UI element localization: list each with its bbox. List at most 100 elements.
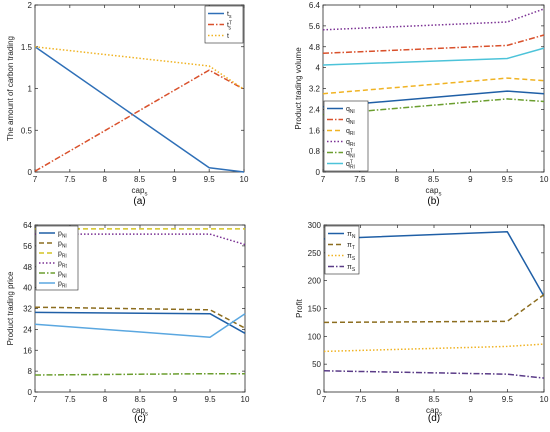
y-tick-label: 2 bbox=[28, 1, 33, 10]
series-line-6 bbox=[322, 47, 545, 66]
panel-label: (b) bbox=[427, 196, 439, 207]
series-line-1 bbox=[322, 90, 545, 108]
x-tick-label: 9 bbox=[468, 395, 473, 404]
chart-panel-c: 7 7.5 8 8.5 9 9.5 10 0 8 16 24 32 40 48 56 64 caps Produc… bbox=[6, 221, 250, 424]
legend-entry-label: pRl bbox=[58, 251, 67, 260]
x-tick-label: 7.5 bbox=[64, 175, 76, 184]
y-tick-label: 1.6 bbox=[309, 126, 321, 135]
x-tick-label: 8 bbox=[394, 175, 399, 184]
series-line-3 bbox=[323, 343, 545, 353]
legend-entry-label: pNl bbox=[58, 241, 67, 250]
x-tick-label: 10 bbox=[540, 175, 549, 184]
y-tick-label: 1.5 bbox=[21, 43, 33, 52]
panel-label: (a) bbox=[133, 196, 145, 207]
y-tick-label: 6.4 bbox=[309, 1, 321, 10]
x-tick-label: 8 bbox=[102, 175, 107, 184]
legend-entry-label: pRl bbox=[58, 281, 67, 290]
legend-entry-label: tT s bbox=[227, 21, 232, 32]
x-axis-label: caps bbox=[132, 186, 148, 197]
y-tick-label: 16 bbox=[23, 346, 32, 355]
series-line-6 bbox=[34, 313, 246, 338]
legend-entry-label: πT bbox=[347, 242, 355, 251]
y-axis-label: Product trading price bbox=[6, 271, 15, 345]
series-line-5 bbox=[322, 98, 545, 116]
y-tick-label: 300 bbox=[308, 221, 322, 230]
legend-box bbox=[35, 225, 79, 291]
panel-label: (c) bbox=[134, 413, 146, 424]
y-tick-label: 0 bbox=[317, 388, 322, 397]
series-line-4 bbox=[322, 8, 545, 31]
x-tick-label: 7.5 bbox=[64, 395, 76, 404]
legend: πN πT πS πS bbox=[324, 225, 360, 275]
x-tick-label: 8 bbox=[103, 395, 108, 404]
y-tick-label: 32 bbox=[23, 305, 32, 314]
x-tick-label: 7 bbox=[33, 395, 38, 404]
y-tick-label: 0 bbox=[316, 168, 321, 177]
legend-entry-label: qT Nl bbox=[346, 149, 355, 160]
y-tick-label: 0.5 bbox=[21, 126, 33, 135]
y-tick-label: 200 bbox=[308, 277, 322, 286]
legend-entry-label: ts bbox=[227, 11, 232, 20]
x-tick-label: 9 bbox=[172, 175, 177, 184]
x-tick-label: 9.5 bbox=[502, 175, 514, 184]
legend-entry-label: πN bbox=[347, 231, 356, 240]
x-tick-label: 7 bbox=[322, 395, 327, 404]
series-line-3 bbox=[34, 46, 245, 90]
series-line-4 bbox=[323, 370, 545, 379]
legend-entry-label: pNl bbox=[58, 271, 67, 280]
legend-entry-label: πS bbox=[347, 264, 356, 273]
x-tick-label: 8 bbox=[395, 395, 400, 404]
x-axis-label: caps bbox=[426, 186, 442, 197]
x-axis-label: caps bbox=[132, 406, 148, 417]
y-tick-label: 24 bbox=[23, 325, 32, 334]
y-tick-label: 64 bbox=[23, 221, 32, 230]
series-line-4 bbox=[35, 233, 246, 246]
legend-entry-label: qRl bbox=[346, 128, 355, 137]
x-tick-label: 7.5 bbox=[354, 175, 366, 184]
legend-entry-label: qNl bbox=[346, 117, 355, 126]
y-tick-label: 0.8 bbox=[309, 147, 321, 156]
legend-entry-label: pNl bbox=[58, 231, 67, 240]
series-line-1 bbox=[34, 311, 246, 334]
panel-label: (d) bbox=[428, 413, 440, 424]
y-tick-label: 4.8 bbox=[309, 43, 321, 52]
legend-entry-label: qRt bbox=[346, 139, 356, 148]
x-tick-label: 7 bbox=[321, 175, 326, 184]
y-tick-label: 48 bbox=[23, 263, 32, 272]
legend-entry-label: πS bbox=[347, 253, 356, 262]
x-tick-label: 10 bbox=[540, 395, 549, 404]
x-tick-label: 8.5 bbox=[134, 395, 146, 404]
series-line-2 bbox=[34, 69, 245, 172]
x-tick-label: 8.5 bbox=[428, 175, 440, 184]
y-tick-label: 8 bbox=[28, 367, 33, 376]
y-tick-label: 2.4 bbox=[309, 105, 321, 114]
y-tick-label: 0 bbox=[28, 388, 33, 397]
x-tick-label: 10 bbox=[241, 395, 250, 404]
legend-box bbox=[323, 100, 369, 172]
x-tick-label: 7 bbox=[33, 175, 38, 184]
x-tick-label: 9.5 bbox=[502, 395, 514, 404]
y-tick-label: 100 bbox=[308, 332, 322, 341]
plot-area bbox=[323, 224, 545, 393]
y-axis-label: The amount of carbon trading bbox=[6, 36, 15, 141]
legend-entry-label: qNl bbox=[346, 106, 355, 115]
y-tick-label: 250 bbox=[308, 249, 322, 258]
y-axis-label: Profit bbox=[295, 298, 304, 317]
legend-entry-label: pRt bbox=[58, 261, 68, 270]
series-line-5 bbox=[34, 372, 245, 376]
chart-panel-d: 7 7.5 8 8.5 9 9.5 10050100150200250300capsProf… bbox=[295, 221, 549, 424]
y-tick-label: 0 bbox=[28, 168, 33, 177]
x-tick-label: 9.5 bbox=[204, 175, 216, 184]
y-tick-label: 56 bbox=[23, 242, 32, 251]
x-tick-label: 9.5 bbox=[204, 395, 216, 404]
legend-entry-label: t bbox=[227, 33, 229, 40]
y-tick-label: 150 bbox=[308, 305, 322, 314]
x-axis-label: caps bbox=[426, 406, 442, 417]
x-tick-label: 7.5 bbox=[355, 395, 367, 404]
y-tick-label: 4 bbox=[316, 64, 321, 73]
x-tick-label: 8.5 bbox=[428, 395, 440, 404]
y-tick-label: 40 bbox=[23, 284, 32, 293]
